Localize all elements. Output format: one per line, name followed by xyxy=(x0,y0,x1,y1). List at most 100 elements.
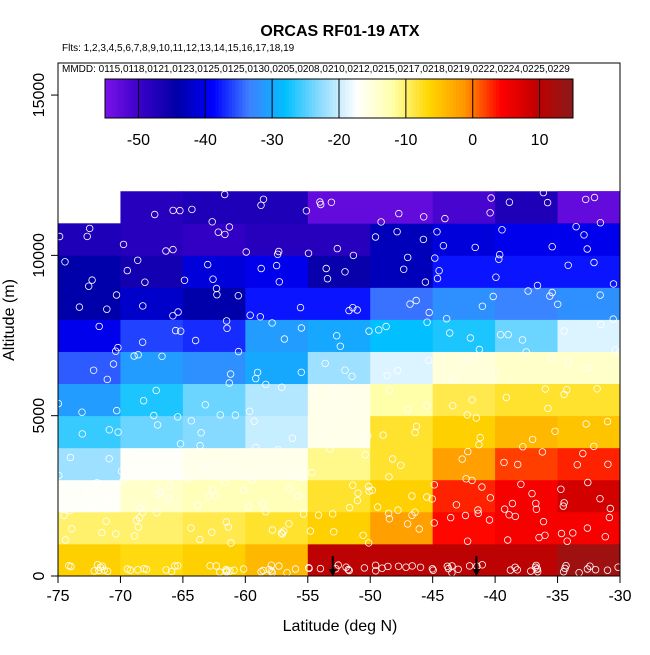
heatmap-cell xyxy=(557,511,621,545)
observation-point xyxy=(543,198,552,207)
observation-point xyxy=(297,324,306,332)
observation-point xyxy=(141,278,149,286)
colorbar-segment xyxy=(275,79,280,118)
observation-point xyxy=(416,563,425,571)
observation-point xyxy=(341,268,349,276)
observation-point xyxy=(134,523,143,531)
observation-point xyxy=(514,460,522,469)
colorbar-segment xyxy=(278,79,283,118)
colorbar-segment xyxy=(439,79,444,118)
observation-point xyxy=(212,284,221,293)
observation-point xyxy=(582,195,590,204)
observation-point xyxy=(379,431,387,439)
heatmap-cell xyxy=(307,415,371,449)
observation-point xyxy=(100,566,108,574)
observation-point xyxy=(464,447,472,456)
observation-point xyxy=(541,385,549,393)
colorbar-segment xyxy=(379,79,383,118)
observation-point xyxy=(158,352,166,360)
heatmap-cell xyxy=(495,511,558,545)
heatmap-cell xyxy=(245,223,309,256)
heatmap-cell xyxy=(370,319,434,352)
colorbar-segment xyxy=(328,79,333,118)
observation-point xyxy=(268,526,277,534)
heatmap-cell xyxy=(58,287,121,320)
heatmap-cell xyxy=(495,447,558,481)
observation-point xyxy=(559,502,567,510)
observation-point xyxy=(449,402,457,410)
observation-point xyxy=(220,190,229,199)
observation-point xyxy=(500,505,509,513)
observation-point xyxy=(462,475,470,483)
observation-point xyxy=(102,517,110,525)
heatmap-cell xyxy=(495,287,558,320)
observation-point xyxy=(547,353,555,362)
colorbar-segment xyxy=(248,79,253,118)
observation-point xyxy=(360,564,369,572)
observation-point xyxy=(302,207,311,215)
observation-point xyxy=(590,258,598,267)
observation-point xyxy=(560,390,568,399)
heatmap-cell xyxy=(557,319,621,352)
colorbar-segment xyxy=(318,79,323,118)
observation-point xyxy=(126,566,134,574)
heatmap-cell xyxy=(495,415,558,449)
heatmap-cell xyxy=(370,383,434,417)
observation-point xyxy=(90,567,98,575)
colorbar-segment xyxy=(118,79,123,118)
heatmap-cell xyxy=(307,511,371,545)
observation-point xyxy=(583,245,591,253)
observation-point xyxy=(222,565,230,574)
colorbar-segment xyxy=(155,79,159,118)
observation-point xyxy=(294,492,303,500)
observation-point xyxy=(285,520,293,528)
observation-point xyxy=(67,525,76,533)
observation-point xyxy=(430,519,438,527)
observation-point xyxy=(93,479,101,487)
colorbar-segment xyxy=(335,79,340,118)
observation-point xyxy=(349,481,357,489)
observation-point xyxy=(114,428,122,436)
observation-point xyxy=(326,445,334,453)
observation-point xyxy=(188,205,196,214)
heatmap-cell xyxy=(432,479,496,513)
observation-point xyxy=(208,486,217,494)
observation-point xyxy=(227,539,235,547)
colorbar-segment xyxy=(141,79,146,118)
observation-point xyxy=(221,230,229,239)
observation-point xyxy=(395,209,403,218)
colorbar-segment xyxy=(181,79,186,118)
observation-point xyxy=(78,408,86,416)
colorbar-segment xyxy=(255,79,260,118)
observation-point xyxy=(98,562,106,570)
observation-point xyxy=(463,537,472,545)
observation-point xyxy=(136,504,145,512)
observation-point xyxy=(114,343,122,352)
observation-point xyxy=(404,406,412,414)
heatmap-cell xyxy=(182,255,246,288)
observation-point xyxy=(259,195,268,203)
heatmap-cell xyxy=(370,223,434,256)
heatmap-cell xyxy=(495,479,558,513)
colorbar-segment xyxy=(158,79,163,118)
heatmap-cell xyxy=(307,447,371,481)
observation-point xyxy=(119,240,128,249)
observation-point xyxy=(572,222,580,231)
observation-point xyxy=(280,335,289,343)
observation-point xyxy=(291,565,300,573)
colorbar-segment xyxy=(482,79,487,118)
observation-point xyxy=(187,417,195,425)
observation-point xyxy=(330,528,338,536)
colorbar-segment xyxy=(562,79,567,118)
colorbar-segment xyxy=(305,79,310,118)
x-tick-label: -40 xyxy=(484,588,507,605)
observation-point xyxy=(485,516,494,524)
colorbar-segment xyxy=(526,79,531,118)
observation-point xyxy=(404,253,412,262)
observation-point xyxy=(140,565,148,573)
observation-point xyxy=(489,292,497,301)
observation-point xyxy=(504,330,512,339)
observation-point xyxy=(496,250,504,259)
colorbar-segment xyxy=(135,79,139,118)
